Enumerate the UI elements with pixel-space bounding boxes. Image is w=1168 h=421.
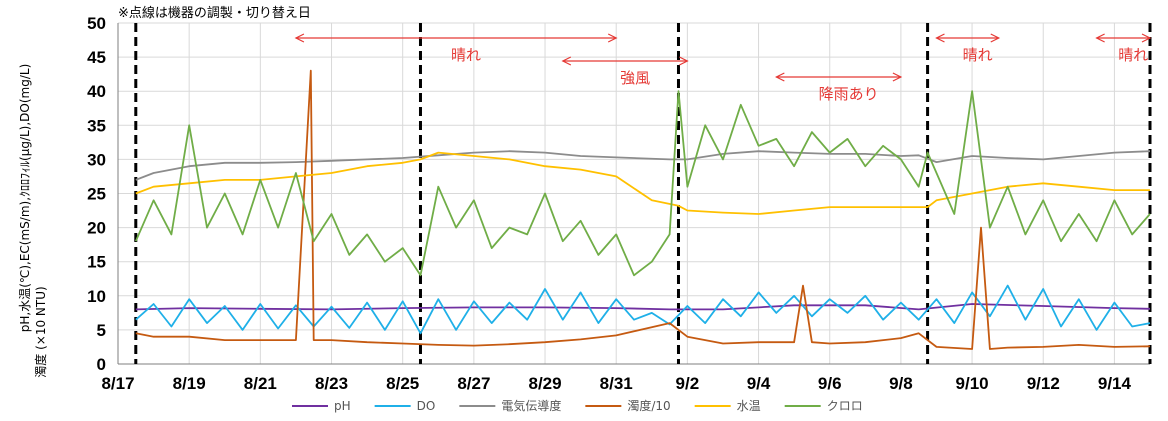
- x-tick-label: 8/29: [528, 374, 561, 393]
- y-axis-label-turbidity: 濁度 (×10 NTU): [33, 286, 48, 377]
- arrow-head-right: [679, 56, 689, 66]
- y-axis-label: pH,水温(℃),EC(mS/m),ｸﾛﾛﾌｨﾙ(μg/L),DO(mg/L): [18, 64, 32, 333]
- x-tick-labels: 8/17 8/19 8/21 8/23 8/25 8/27 8/29 8/31 9/2 9/4 9/…: [101, 374, 1131, 393]
- arrow-head-left: [775, 72, 785, 82]
- y-tick-label: 10: [87, 287, 106, 306]
- series-line-3: [135, 69, 1151, 350]
- chart-note: ※点線は機器の調製・切り替え日: [118, 5, 311, 21]
- legend: pH DO 電気伝導度 濁度/10 水温 クロロ: [292, 398, 863, 413]
- x-tick-label: 8/27: [457, 374, 490, 393]
- arrow-head-left: [294, 33, 305, 43]
- x-tick-label: 8/25: [386, 374, 419, 393]
- arrow-head-right: [990, 33, 1001, 43]
- x-tick-label: 8/17: [101, 374, 134, 393]
- y-tick-label: 30: [87, 150, 106, 169]
- weather-annotation: 晴れ: [963, 46, 993, 64]
- arrow-head-left: [935, 33, 945, 43]
- legend-label: 濁度/10: [627, 398, 670, 413]
- x-tick-label: 8/21: [244, 374, 277, 393]
- x-tick-label: 8/23: [315, 374, 348, 393]
- axes: [117, 23, 1150, 365]
- y-tick-label: 35: [87, 116, 106, 135]
- x-tick-label: 9/4: [747, 374, 771, 393]
- arrow-head-right: [1141, 33, 1152, 43]
- y-tick-label: 50: [87, 14, 106, 33]
- y-tick-label: 0: [97, 355, 106, 374]
- y-tick-label: 20: [87, 219, 106, 238]
- switch-day-markers: [134, 23, 1152, 364]
- series-line-5: [134, 90, 1151, 277]
- x-tick-label: 9/6: [818, 374, 842, 393]
- series-line-2: [135, 150, 1151, 181]
- weather-annotation: 降雨あり: [819, 85, 879, 103]
- y-tick-label: 5: [97, 321, 106, 340]
- arrow-head-left: [1095, 33, 1105, 43]
- x-tick-label: 8/19: [173, 374, 206, 393]
- x-tick-label: 8/31: [600, 374, 633, 393]
- y-tick-label: 40: [87, 82, 106, 101]
- series-line-1: [135, 284, 1151, 335]
- x-tick-label: 9/14: [1098, 374, 1132, 393]
- y-tick-label: 25: [87, 185, 106, 204]
- series-line-4: [135, 151, 1150, 215]
- legend-label: 電気伝導度: [501, 398, 561, 413]
- arrow-head-right: [607, 33, 618, 43]
- arrow-head-left: [561, 56, 572, 66]
- x-tick-label: 9/8: [889, 374, 913, 393]
- weather-annotation: 強風: [620, 69, 650, 87]
- y-tick-label: 45: [87, 48, 106, 67]
- legend-label: DO: [417, 399, 436, 413]
- legend-label: クロロ: [827, 399, 863, 413]
- x-tick-label: 9/10: [956, 374, 989, 393]
- legend-label: 水温: [737, 399, 761, 413]
- arrow-head-right: [892, 72, 903, 82]
- series-lines: [134, 69, 1151, 350]
- y-tick-label: 15: [87, 253, 106, 272]
- weather-annotation: 晴れ: [1118, 46, 1148, 64]
- weather-annotation: 晴れ: [451, 46, 481, 64]
- x-tick-label: 9/12: [1027, 374, 1060, 393]
- y-tick-labels: 0 5 10 15 20 25 30 35 40 45 50: [87, 14, 106, 374]
- series-line-0: [135, 303, 1151, 311]
- x-tick-label: 9/2: [676, 374, 700, 393]
- legend-label: pH: [334, 399, 351, 413]
